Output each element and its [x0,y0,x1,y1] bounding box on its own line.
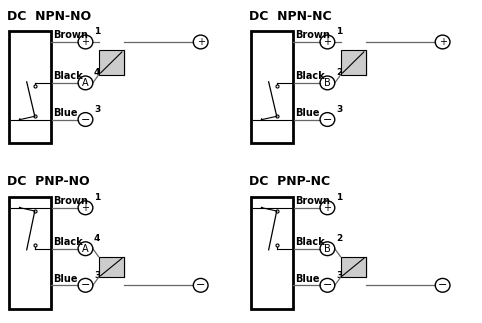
Text: DC  PNP-NO: DC PNP-NO [7,175,90,189]
Bar [10,197,51,309]
Text: 2: 2 [336,68,342,77]
Text: Brown: Brown [295,30,330,40]
Text: Black: Black [295,71,325,81]
Text: −: − [196,280,205,290]
Text: 1: 1 [336,193,342,202]
Text: DC  NPN-NO: DC NPN-NO [7,10,91,23]
Text: 1: 1 [94,193,100,202]
Bar [252,197,293,309]
Text: 1: 1 [94,27,100,36]
Bar [252,31,293,143]
Text: Black: Black [53,71,83,81]
Text: 4: 4 [94,68,100,77]
Text: −: − [81,280,90,290]
Text: 3: 3 [94,105,100,114]
Text: +: + [323,37,332,47]
Text: Black: Black [295,237,325,247]
Text: 3: 3 [336,270,342,279]
Text: 1: 1 [336,27,342,36]
Bar [99,257,124,277]
Text: A: A [82,78,89,88]
Text: B: B [324,78,331,88]
Text: Brown: Brown [295,196,330,206]
Text: Brown: Brown [53,30,88,40]
Text: +: + [323,203,332,213]
Text: B: B [324,244,331,254]
Text: Blue: Blue [295,108,320,118]
Text: −: − [323,115,332,124]
Text: −: − [323,280,332,290]
Text: 3: 3 [336,105,342,114]
Text: Brown: Brown [53,196,88,206]
Text: +: + [197,37,205,47]
Text: 3: 3 [94,270,100,279]
Bar [10,31,51,143]
Text: Blue: Blue [53,274,78,284]
Text: 4: 4 [94,234,100,243]
Text: −: − [438,280,447,290]
Text: 2: 2 [336,234,342,243]
Bar [341,257,366,277]
Text: Blue: Blue [53,108,78,118]
Bar [341,50,366,75]
Text: +: + [439,37,447,47]
Text: DC  NPN-NC: DC NPN-NC [249,10,332,23]
Text: Blue: Blue [295,274,320,284]
Text: +: + [81,37,90,47]
Text: Black: Black [53,237,83,247]
Text: DC  PNP-NC: DC PNP-NC [249,175,330,189]
Text: A: A [82,244,89,254]
Text: −: − [81,115,90,124]
Text: +: + [81,203,90,213]
Bar [99,50,124,75]
